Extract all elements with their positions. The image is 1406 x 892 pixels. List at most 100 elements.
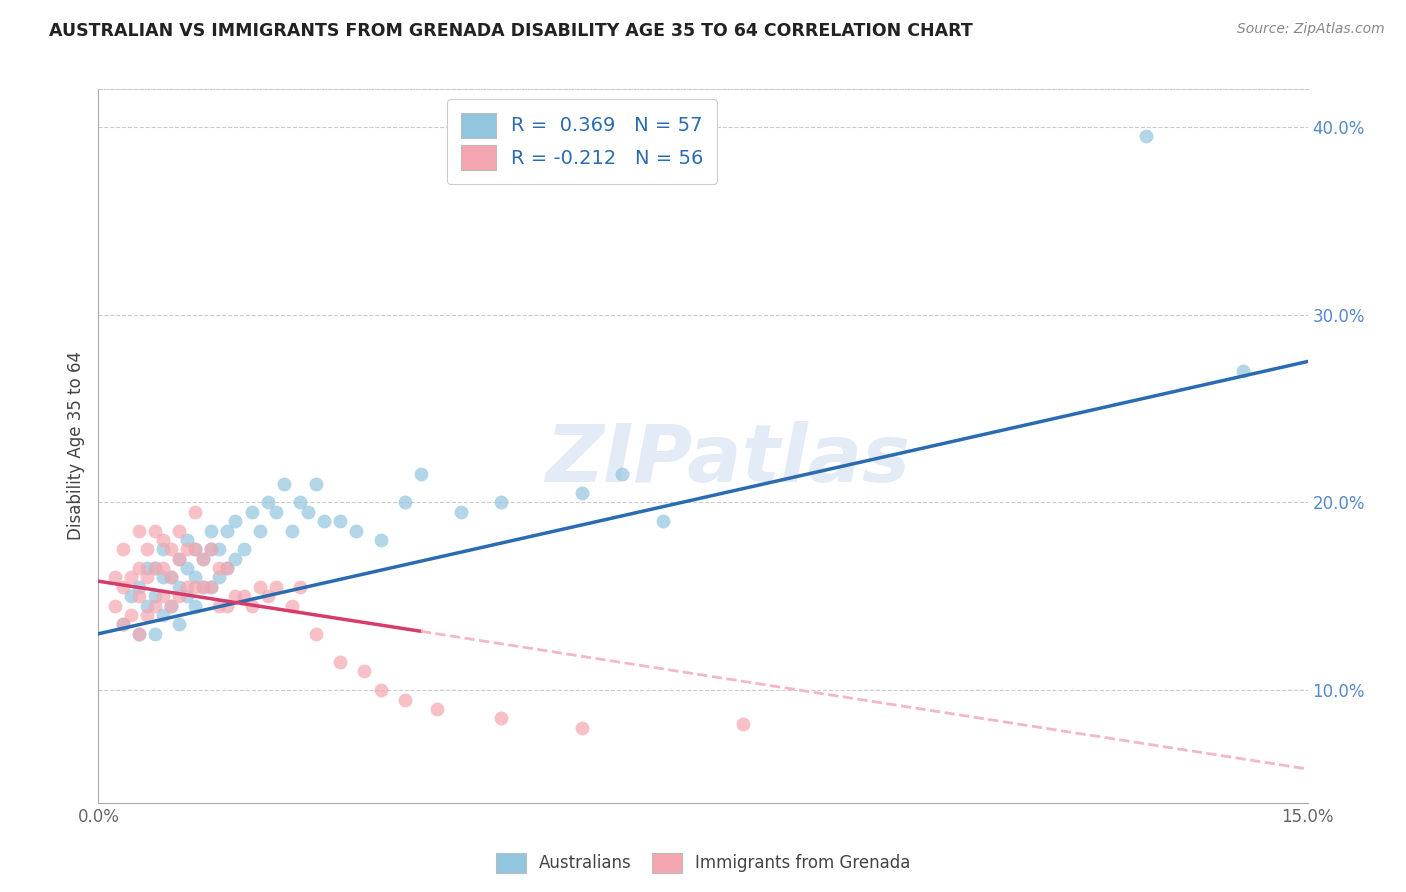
Point: [193, 580, 215, 594]
Point: [167, 589, 190, 603]
Point: [208, 542, 231, 557]
Point: [160, 570, 183, 584]
Point: [394, 495, 416, 509]
Point: [167, 580, 190, 594]
Point: [176, 561, 198, 575]
Point: [1135, 129, 1157, 144]
Legend: Australians, Immigrants from Grenada: Australians, Immigrants from Grenada: [489, 847, 917, 880]
Point: [120, 570, 142, 584]
Point: [176, 542, 198, 557]
Point: [152, 570, 174, 584]
Point: [217, 561, 239, 575]
Point: [200, 542, 222, 557]
Point: [128, 627, 150, 641]
Point: [135, 561, 157, 575]
Point: [128, 580, 150, 594]
Point: [256, 495, 278, 509]
Point: [426, 702, 449, 716]
Point: [450, 505, 472, 519]
Point: [217, 561, 239, 575]
Point: [208, 561, 231, 575]
Point: [288, 495, 311, 509]
Point: [249, 524, 271, 538]
Point: [217, 524, 239, 538]
Y-axis label: Disability Age 35 to 64: Disability Age 35 to 64: [66, 351, 84, 541]
Point: [240, 505, 263, 519]
Point: [200, 524, 222, 538]
Point: [128, 627, 150, 641]
Point: [651, 514, 673, 528]
Point: [409, 467, 432, 482]
Point: [184, 599, 207, 613]
Point: [224, 589, 246, 603]
Point: [281, 524, 304, 538]
Point: [128, 524, 150, 538]
Point: [491, 711, 513, 725]
Point: [571, 721, 593, 735]
Point: [143, 561, 166, 575]
Point: [135, 599, 157, 613]
Point: [329, 655, 352, 669]
Point: [370, 683, 392, 698]
Point: [143, 561, 166, 575]
Point: [135, 570, 157, 584]
Point: [217, 599, 239, 613]
Point: [256, 589, 278, 603]
Point: [160, 570, 183, 584]
Point: [128, 561, 150, 575]
Point: [120, 607, 142, 622]
Point: [370, 533, 392, 547]
Point: [200, 580, 222, 594]
Point: [176, 589, 198, 603]
Point: [193, 551, 215, 566]
Point: [152, 589, 174, 603]
Point: [264, 580, 287, 594]
Point: [305, 476, 328, 491]
Point: [103, 570, 125, 584]
Point: [167, 551, 190, 566]
Point: [111, 542, 134, 557]
Point: [224, 551, 246, 566]
Point: [143, 524, 166, 538]
Text: Source: ZipAtlas.com: Source: ZipAtlas.com: [1237, 22, 1385, 37]
Point: [120, 589, 142, 603]
Point: [240, 599, 263, 613]
Point: [184, 542, 207, 557]
Point: [200, 542, 222, 557]
Point: [143, 627, 166, 641]
Point: [143, 599, 166, 613]
Point: [208, 599, 231, 613]
Point: [612, 467, 634, 482]
Point: [193, 580, 215, 594]
Point: [264, 505, 287, 519]
Point: [491, 495, 513, 509]
Text: ZIPatlas: ZIPatlas: [544, 421, 910, 500]
Point: [184, 580, 207, 594]
Point: [353, 665, 375, 679]
Point: [160, 599, 183, 613]
Text: AUSTRALIAN VS IMMIGRANTS FROM GRENADA DISABILITY AGE 35 TO 64 CORRELATION CHART: AUSTRALIAN VS IMMIGRANTS FROM GRENADA DI…: [49, 22, 973, 40]
Point: [1232, 364, 1254, 378]
Point: [103, 599, 125, 613]
Point: [152, 561, 174, 575]
Point: [167, 551, 190, 566]
Point: [152, 542, 174, 557]
Point: [160, 542, 183, 557]
Point: [273, 476, 295, 491]
Point: [184, 542, 207, 557]
Point: [111, 580, 134, 594]
Point: [167, 524, 190, 538]
Point: [249, 580, 271, 594]
Point: [344, 524, 367, 538]
Point: [329, 514, 352, 528]
Point: [111, 617, 134, 632]
Point: [160, 599, 183, 613]
Point: [135, 607, 157, 622]
Point: [176, 580, 198, 594]
Point: [314, 514, 336, 528]
Point: [232, 542, 254, 557]
Point: [143, 589, 166, 603]
Point: [193, 551, 215, 566]
Point: [167, 617, 190, 632]
Point: [111, 617, 134, 632]
